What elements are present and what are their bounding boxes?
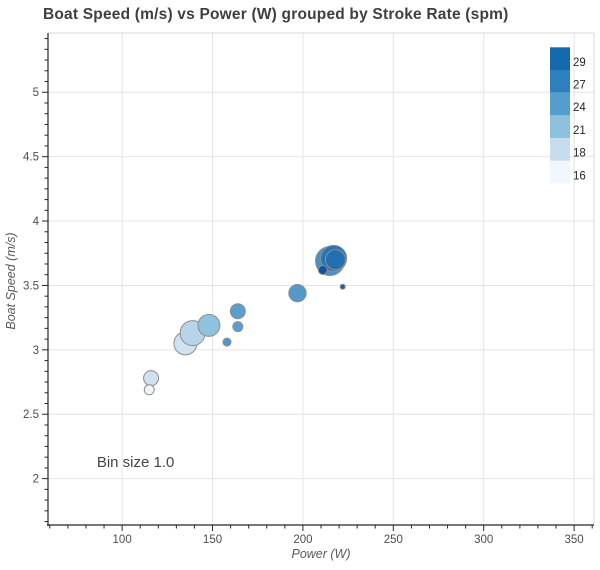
y-tick-label: 4.5	[23, 152, 39, 164]
scatter-point-rate-24[interactable]	[288, 283, 307, 303]
y-tick-label: 2	[33, 474, 39, 486]
scatter-point-rate-16[interactable]	[143, 384, 155, 396]
legend-label-21[interactable]: 21	[573, 125, 586, 137]
plot-border	[47, 32, 595, 526]
y-tick-label: 5	[33, 87, 39, 99]
legend-swatch-27[interactable]	[550, 70, 570, 93]
scatter-point-rate-18[interactable]	[143, 370, 160, 387]
stroke-rate-legend: 29 27 24 21 18 16	[550, 47, 586, 184]
legend-label-18[interactable]: 18	[573, 148, 586, 160]
scatter-points	[143, 244, 348, 396]
scatter-point-rate-29[interactable]	[317, 264, 328, 275]
legend-label-29[interactable]: 29	[573, 57, 586, 69]
x-tick-label: 250	[384, 534, 403, 546]
y-axis-ticks: 2 2.5 3 3.5 4 4.5 5	[23, 38, 48, 523]
y-tick-label: 4	[33, 216, 40, 228]
x-axis-label: Power (W)	[291, 547, 351, 561]
y-axis-label: Boat Speed (m/s)	[4, 232, 18, 330]
legend-swatch-24[interactable]	[550, 92, 570, 116]
legend-label-16[interactable]: 16	[573, 170, 586, 182]
scatter-point-rate-21[interactable]	[197, 313, 221, 337]
legend-swatch-16[interactable]	[550, 160, 570, 184]
gridlines	[48, 33, 594, 525]
y-tick-label: 3.5	[23, 280, 39, 292]
x-tick-label: 300	[474, 534, 493, 546]
x-tick-label: 100	[113, 534, 132, 546]
x-axis-ticks: 100 150 200 250 300 350	[49, 525, 593, 546]
scatter-point-rate-24[interactable]	[222, 337, 232, 347]
bin-size-annotation: Bin size 1.0	[97, 454, 175, 471]
scatter-point-rate-29[interactable]	[339, 283, 346, 290]
legend-swatch-18[interactable]	[550, 138, 570, 161]
y-tick-label: 3	[33, 345, 39, 357]
legend-swatch-21[interactable]	[550, 115, 570, 139]
chart-title: Boat Speed (m/s) vs Power (W) grouped by…	[43, 6, 509, 23]
x-tick-label: 200	[293, 534, 312, 546]
legend-label-27[interactable]: 27	[573, 80, 586, 92]
legend-swatch-29[interactable]	[550, 47, 570, 70]
x-tick-label: 350	[565, 534, 584, 546]
scatter-point-rate-24[interactable]	[232, 321, 244, 333]
scatter-point-rate-29[interactable]	[324, 249, 346, 271]
x-tick-label: 150	[203, 534, 222, 546]
y-tick-label: 2.5	[23, 409, 39, 421]
legend-label-24[interactable]: 24	[573, 102, 586, 114]
scatter-point-rate-24[interactable]	[229, 303, 246, 320]
